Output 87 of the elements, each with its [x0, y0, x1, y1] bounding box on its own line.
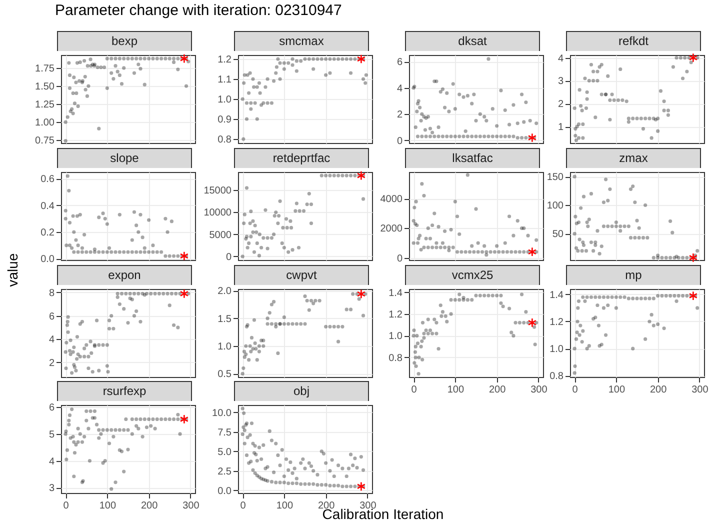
y-tick-label: 0.0 — [40, 254, 55, 266]
x-tick-label: 100 — [276, 500, 294, 512]
y-tick-label: 4 — [558, 53, 564, 64]
chart-title: dksat — [405, 31, 540, 51]
y-tick-label: 5.0 — [218, 446, 232, 458]
y-tick-label: 4 — [48, 456, 55, 468]
y-tick-label: 1 — [558, 122, 564, 133]
y-tick-label: 1.75 — [35, 63, 55, 74]
y-tick-label: 2 — [558, 99, 564, 110]
y-tick-label: 2 — [48, 358, 55, 369]
y-tick-label: 1.50 — [35, 82, 55, 93]
y-tick-label: 100 — [546, 200, 564, 212]
x-tick-label: 0 — [572, 384, 578, 396]
y-tick-label: 2 — [396, 110, 403, 121]
y-tick-label: 3 — [48, 483, 55, 494]
y-tick-label: 0.8 — [218, 134, 232, 146]
chart-title: lksatfac — [405, 148, 540, 168]
y-tick-label: 0.0 — [218, 486, 232, 497]
x-tick-label: 0 — [63, 500, 70, 512]
y-tick-label: 150 — [546, 172, 564, 184]
chart-title: rsurfexp — [57, 381, 192, 401]
y-tick-label: 4 — [48, 334, 55, 346]
y-tick-label: 4000 — [380, 194, 403, 206]
y-tick-label: 6 — [48, 402, 55, 414]
chart-title: smcmax — [234, 31, 369, 51]
chart-title: zmax — [566, 148, 701, 168]
y-tick-label: 1.4 — [388, 288, 403, 299]
y-tick-label: 1.0 — [218, 342, 232, 353]
x-tick-label: 200 — [488, 384, 506, 396]
y-tick-label: 6 — [396, 57, 403, 68]
chart-title: retdeprtfac — [234, 148, 369, 168]
y-tick-label: 1.25 — [35, 100, 55, 111]
x-tick-label: 0 — [240, 500, 246, 512]
y-tick-label: 1.1 — [218, 74, 232, 86]
y-tick-label: 0.4 — [40, 200, 55, 212]
x-tick-label: 300 — [182, 500, 200, 512]
chart-title: cwpvt — [234, 265, 369, 285]
x-tick-label: 200 — [650, 384, 668, 396]
y-tick-label: 0.8 — [550, 371, 564, 382]
y-tick-label: 7.5 — [218, 427, 232, 438]
y-tick-label: 5000 — [209, 230, 232, 241]
y-tick-label: 2.0 — [218, 286, 232, 298]
chart-title: refkdt — [566, 31, 701, 51]
y-tick-label: 0.2 — [40, 228, 55, 238]
y-tick-label: 6 — [48, 311, 55, 322]
y-tick-label: 1.0 — [388, 331, 403, 342]
x-tick-label: 200 — [140, 500, 158, 512]
y-tick-label: 10.0 — [212, 408, 232, 419]
chart-title: expon — [57, 265, 192, 285]
chart-title: bexp — [57, 31, 192, 51]
x-tick-label: 300 — [530, 384, 548, 396]
y-tick-label: 1.2 — [550, 316, 564, 328]
y-tick-label: 2000 — [380, 224, 403, 235]
y-tick-label: 1.4 — [550, 290, 564, 301]
y-tick-label: 15000 — [204, 186, 232, 197]
y-tick-label: 50 — [552, 229, 564, 240]
y-tick-label: 1.00 — [35, 118, 55, 129]
x-tick-label: 100 — [99, 500, 116, 512]
y-tick-label: 1.2 — [218, 54, 232, 66]
x-tick-label: 100 — [447, 384, 464, 396]
y-axis-title: value — [4, 253, 21, 287]
y-tick-label: 0.75 — [35, 136, 55, 147]
y-tick-label: 0.8 — [388, 352, 403, 364]
y-tick-label: 0.9 — [218, 114, 232, 126]
chart-title: slope — [57, 148, 192, 168]
y-tick-label: 8 — [48, 288, 55, 299]
y-tick-label: 2.5 — [218, 466, 232, 478]
x-tick-label: 0 — [411, 384, 418, 396]
y-tick-label: 0 — [396, 136, 403, 147]
y-tick-label: 0.5 — [218, 369, 232, 380]
y-tick-label: 5 — [48, 429, 55, 440]
y-tick-label: 0 — [226, 252, 232, 263]
x-tick-label: 100 — [608, 384, 626, 396]
y-tick-label: 0.6 — [40, 174, 55, 186]
x-tick-label: 300 — [692, 384, 709, 396]
y-tick-label: 1.5 — [218, 314, 232, 325]
text: Parameter change with iteration: 02310947 — [55, 2, 342, 19]
y-tick-label: 1.2 — [388, 309, 403, 320]
chart-title: obj — [234, 381, 369, 401]
y-tick-label: 0 — [396, 253, 403, 264]
chart-title: mp — [566, 265, 701, 285]
y-tick-label: 1.0 — [218, 94, 232, 106]
y-tick-label: 1.0 — [550, 344, 564, 356]
y-tick-label: 3 — [558, 76, 564, 88]
y-tick-label: 4 — [396, 83, 403, 94]
chart-title: vcmx25 — [405, 265, 540, 285]
y-tick-label: 10000 — [204, 208, 232, 219]
